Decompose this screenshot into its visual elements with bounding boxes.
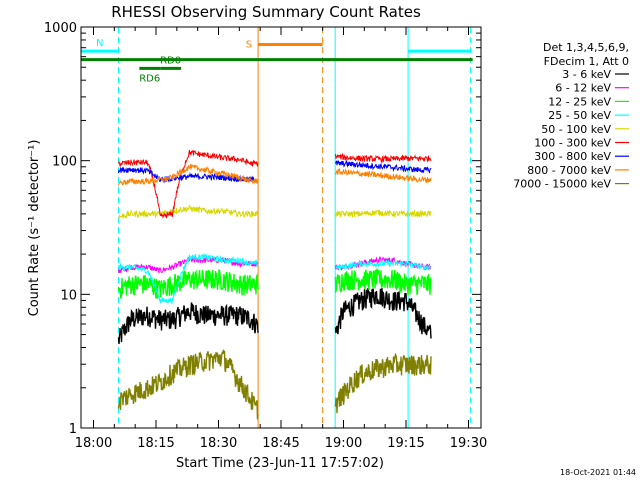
series-line-5 [118, 149, 432, 219]
x-tick-label-5: 19:15 [387, 436, 424, 451]
series-line-7 [118, 164, 432, 186]
legend: Det 1,3,4,5,6,9,FDecim 1, Att 03 - 6 keV… [513, 41, 629, 191]
series-line-6 [118, 159, 432, 184]
status-label-0: N [96, 38, 103, 49]
x-tick-label-6: 19:30 [450, 436, 487, 451]
y-axis-label: Count Rate (s⁻¹ detector⁻¹) [27, 140, 42, 317]
y-tick-label-1: 10 [60, 288, 77, 303]
plot-area: NSRD6RD0 [80, 27, 473, 428]
chart-title: RHESSI Observing Summary Count Rates [111, 3, 421, 21]
series-line-3 [118, 252, 432, 305]
x-tick-label-4: 19:00 [325, 436, 362, 451]
legend-header-1: FDecim 1, Att 0 [544, 55, 629, 68]
x-tick-label-2: 18:30 [200, 436, 237, 451]
x-tick-label-1: 18:15 [137, 436, 174, 451]
x-tick-label-3: 18:45 [262, 436, 299, 451]
status-label-2: S [246, 39, 252, 50]
timestamp: 18-Oct-2021 01:44 [560, 468, 636, 477]
y-tick-label-3: 1000 [44, 21, 77, 36]
series-line-0 [117, 288, 432, 344]
axis-ticks: 18:00 18:15 18:30 18:45 19:00 19:15 19:30 1 10 10… [44, 21, 487, 451]
legend-label-0: 3 - 6 keV [562, 68, 611, 81]
series-line-4 [118, 204, 432, 220]
x-axis-label: Start Time (23-Jun-11 17:57:02) [176, 456, 384, 471]
series-line-8 [117, 349, 432, 420]
legend-label-2: 12 - 25 keV [548, 95, 611, 108]
legend-label-7: 800 - 7000 keV [527, 164, 611, 177]
status-label-3: RD6 [139, 73, 160, 84]
legend-label-4: 50 - 100 keV [541, 123, 611, 136]
x-tick-label-0: 18:00 [75, 436, 112, 451]
legend-label-3: 25 - 50 keV [548, 109, 611, 122]
series-line-2 [117, 267, 432, 299]
legend-label-8: 7000 - 15000 keV [513, 178, 611, 191]
legend-label-5: 100 - 300 keV [534, 137, 611, 150]
y-tick-label-0: 1 [69, 422, 77, 437]
legend-header-0: Det 1,3,4,5,6,9, [543, 41, 629, 54]
y-tick-label-2: 100 [52, 155, 77, 170]
legend-label-6: 300 - 800 keV [534, 150, 611, 163]
legend-label-1: 6 - 12 keV [555, 82, 611, 95]
